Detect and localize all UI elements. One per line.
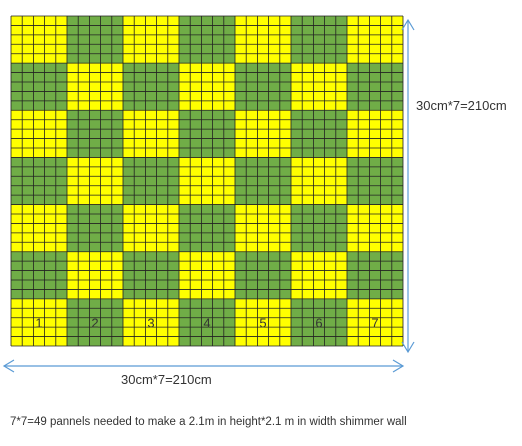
panel-r7-c2 <box>67 298 123 346</box>
panel-r3-c7 <box>347 110 403 158</box>
panel-r7-c7 <box>347 298 403 346</box>
column-number-6: 6 <box>315 315 322 330</box>
panel-r4-c7 <box>347 157 403 205</box>
panel-r6-c5 <box>235 251 291 299</box>
panel-r5-c2 <box>67 204 123 252</box>
panel-r3-c4 <box>179 110 235 158</box>
panel-r1-c4 <box>179 16 235 64</box>
panel-r3-c5 <box>235 110 291 158</box>
panel-r4-c3 <box>123 157 179 205</box>
column-number-3: 3 <box>147 315 154 330</box>
horizontal-dimension-arrow <box>2 359 405 373</box>
panel-r2-c4 <box>179 63 235 111</box>
shimmer-wall-diagram: 1 2 3 4 5 6 7 30cm*7=210cm 30cm*7=210cm <box>2 15 507 387</box>
column-number-5: 5 <box>259 315 266 330</box>
column-number-2: 2 <box>91 315 98 330</box>
vertical-dimension-label: 30cm*7=210cm <box>416 98 507 113</box>
panel-r6-c1 <box>11 251 67 299</box>
horizontal-dimension-label: 30cm*7=210cm <box>121 372 212 387</box>
panel-r3-c2 <box>67 110 123 158</box>
panel-r6-c3 <box>123 251 179 299</box>
panel-r1-c5 <box>235 16 291 64</box>
panel-r5-c6 <box>291 204 347 252</box>
panel-r4-c6 <box>291 157 347 205</box>
panel-r3-c6 <box>291 110 347 158</box>
panel-r5-c5 <box>235 204 291 252</box>
panel-r4-c4 <box>179 157 235 205</box>
panel-r3-c3 <box>123 110 179 158</box>
panel-r2-c2 <box>67 63 123 111</box>
panel-r5-c4 <box>179 204 235 252</box>
panel-r7-c1 <box>11 298 67 346</box>
panel-r5-c7 <box>347 204 403 252</box>
panel-r2-c7 <box>347 63 403 111</box>
panel-r2-c5 <box>235 63 291 111</box>
panel-r3-c1 <box>11 110 67 158</box>
vertical-dimension-arrow <box>401 18 415 354</box>
panel-grid <box>11 16 403 346</box>
panel-r5-c1 <box>11 204 67 252</box>
panel-r1-c6 <box>291 16 347 64</box>
caption: 7*7=49 pannels needed to make a 2.1m in … <box>10 416 407 428</box>
panel-r1-c2 <box>67 16 123 64</box>
column-number-7: 7 <box>371 315 378 330</box>
column-number-4: 4 <box>203 315 210 330</box>
panel-r4-c1 <box>11 157 67 205</box>
panel-r4-c5 <box>235 157 291 205</box>
panel-r5-c3 <box>123 204 179 252</box>
panel-r7-c3 <box>123 298 179 346</box>
panel-r7-c6 <box>291 298 347 346</box>
cell-gridlines <box>10 15 404 347</box>
panel-r6-c2 <box>67 251 123 299</box>
panel-r6-c6 <box>291 251 347 299</box>
panel-r1-c7 <box>347 16 403 64</box>
panel-r7-c4 <box>179 298 235 346</box>
column-number-1: 1 <box>35 315 42 330</box>
column-number-labels: 1 2 3 4 5 6 7 <box>35 315 378 330</box>
panel-r1-c1 <box>11 16 67 64</box>
panel-r7-c5 <box>235 298 291 346</box>
panel-r6-c7 <box>347 251 403 299</box>
panel-r2-c1 <box>11 63 67 111</box>
panel-r4-c2 <box>67 157 123 205</box>
panel-r1-c3 <box>123 16 179 64</box>
panel-r6-c4 <box>179 251 235 299</box>
panel-r2-c6 <box>291 63 347 111</box>
panel-r2-c3 <box>123 63 179 111</box>
